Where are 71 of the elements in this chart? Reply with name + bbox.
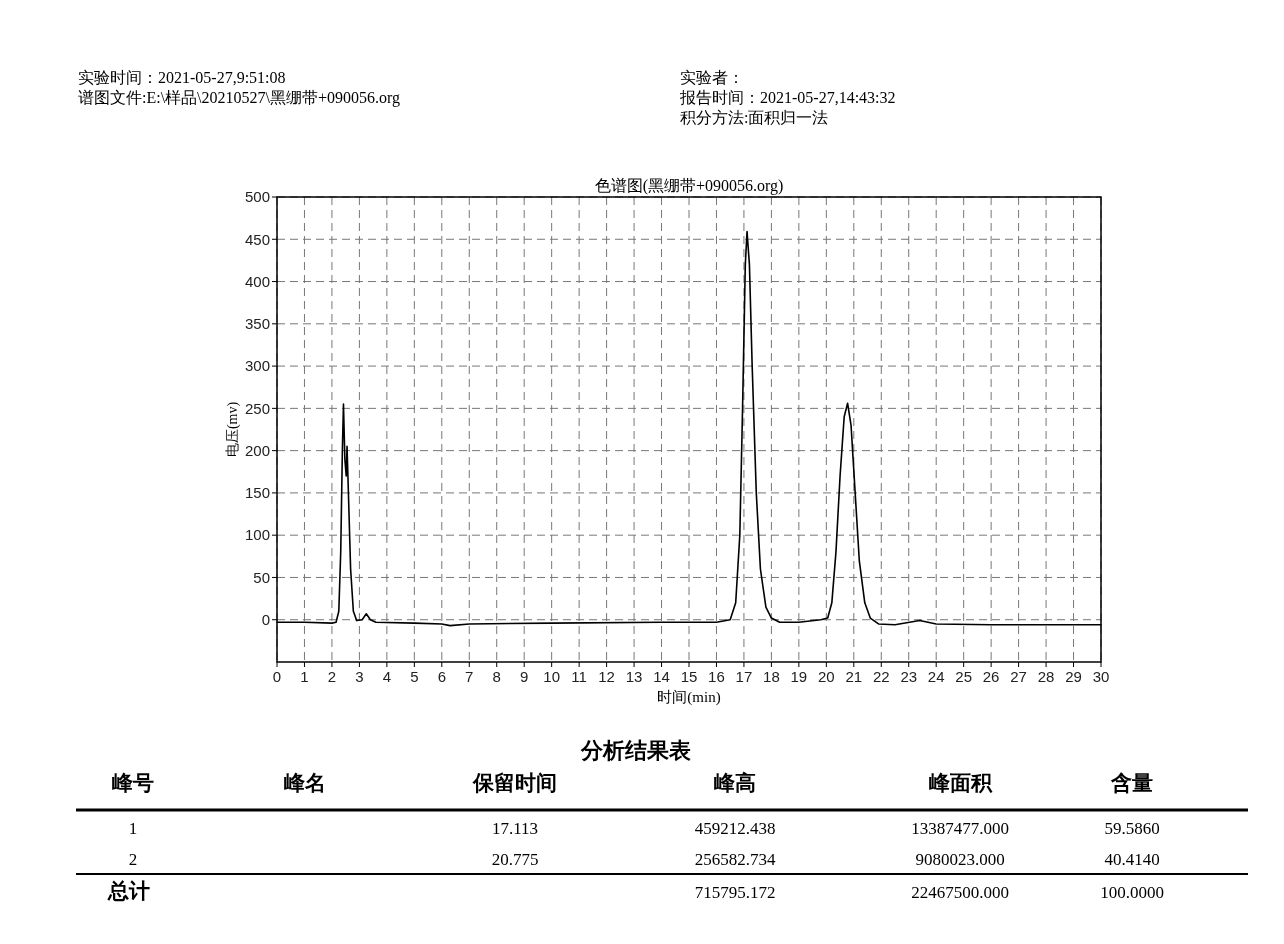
x-tick-label: 21 <box>845 668 863 685</box>
x-tick-label: 17 <box>735 668 753 685</box>
text: 1 <box>128 819 138 838</box>
x-tick-label: 5 <box>410 668 419 685</box>
y-tick-label: 250 <box>244 399 270 417</box>
x-tick-label: 11 <box>571 668 587 685</box>
x-tick-label: 4 <box>382 668 392 685</box>
y-tick-label: 450 <box>244 230 270 248</box>
x-tick-label: 18 <box>763 668 780 685</box>
x-tick-label: 9 <box>520 668 529 685</box>
text: 22467500.000 <box>911 883 1009 902</box>
y-tick-label: 300 <box>244 357 270 375</box>
y-axis-title: 电压(mv) <box>225 401 241 458</box>
x-tick-label: 14 <box>653 668 670 685</box>
text: 100.0000 <box>1100 883 1164 902</box>
y-tick-label: 150 <box>244 484 270 502</box>
y-tick-label: 350 <box>244 315 270 333</box>
x-tick-label: 28 <box>1037 668 1055 685</box>
x-tick-label: 1 <box>300 668 309 685</box>
x-tick-label: 24 <box>927 668 945 685</box>
text: 峰面积 <box>928 771 993 794</box>
text: 13387477.000 <box>911 819 1009 838</box>
text: 含量 <box>1110 771 1153 794</box>
text: 积分方法:面积归一法 <box>680 109 829 126</box>
x-tick-label: 19 <box>790 668 808 685</box>
x-tick-label: 16 <box>708 668 725 685</box>
text: 17.113 <box>491 819 539 838</box>
text: 459212.438 <box>694 819 776 838</box>
y-tick-label: 0 <box>261 610 270 628</box>
text: 59.5860 <box>1104 819 1160 838</box>
text: 实验时间：2021-05-27,9:51:08 <box>78 69 286 86</box>
text: 256582.734 <box>694 850 776 869</box>
x-tick-label: 26 <box>982 668 1000 685</box>
chart-title: 色谱图(黑绷带+090056.org) <box>594 177 784 195</box>
x-tick-label: 10 <box>543 668 561 685</box>
x-tick-label: 2 <box>327 668 337 685</box>
text: 2 <box>128 850 138 869</box>
x-tick-label: 13 <box>625 668 643 685</box>
text: 谱图文件:E:\样品\20210527\黑绷带+090056.org <box>78 89 401 107</box>
text: 实验者： <box>680 69 744 86</box>
y-tick-label: 500 <box>244 188 270 206</box>
text: 报告时间：2021-05-27,14:43:32 <box>679 89 896 106</box>
x-tick-label: 23 <box>900 668 918 685</box>
x-tick-label: 0 <box>272 668 282 685</box>
x-tick-label: 20 <box>817 668 835 685</box>
text: 40.4140 <box>1104 850 1160 869</box>
text: 峰高 <box>714 771 756 794</box>
x-tick-label: 25 <box>955 668 973 685</box>
x-tick-label: 8 <box>492 668 501 685</box>
x-tick-label: 12 <box>598 668 615 685</box>
y-tick-label: 400 <box>244 272 270 290</box>
text: 分析结果表 <box>580 738 691 763</box>
text: 715795.172 <box>694 883 776 902</box>
x-tick-label: 6 <box>437 668 446 685</box>
text: 9080023.000 <box>915 850 1005 869</box>
x-tick-label: 22 <box>872 668 890 685</box>
x-axis-title: 时间(min) <box>657 689 721 706</box>
x-tick-label: 29 <box>1065 668 1082 685</box>
x-tick-label: 27 <box>1010 668 1027 685</box>
x-tick-label: 3 <box>355 668 364 685</box>
text: 保留时间 <box>472 771 557 794</box>
text: 20.775 <box>491 850 539 869</box>
y-tick-label: 50 <box>253 568 270 586</box>
y-tick-label: 200 <box>244 441 270 459</box>
text: 峰名 <box>284 771 326 794</box>
y-tick-label: 100 <box>244 526 270 544</box>
text: 峰号 <box>112 771 154 794</box>
x-tick-label: 15 <box>680 668 698 685</box>
x-tick-label: 30 <box>1092 668 1110 685</box>
text: 总计 <box>107 879 150 902</box>
x-tick-label: 7 <box>465 668 474 685</box>
